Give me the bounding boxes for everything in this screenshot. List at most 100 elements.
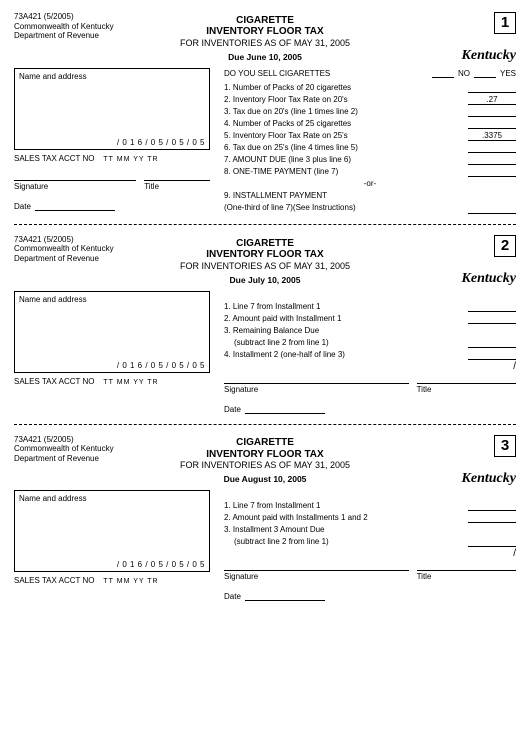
sales-tax-acct: SALES TAX ACCT NO TT MM YY TR	[14, 576, 210, 585]
title-line[interactable]	[144, 169, 210, 181]
left-col: Name and address / 0 1 6 / 0 5 / 0 5 / 0…	[14, 291, 210, 414]
item-6: 6. Tax due on 25's (line 4 times line 5)	[224, 142, 468, 154]
val-5: .3375	[468, 130, 516, 141]
name-address-box[interactable]: Name and address / 0 1 6 / 0 5 / 0 5 / 0…	[14, 490, 210, 572]
item-4: 4. Installment 2 (one-half of line 3)	[224, 349, 468, 361]
item-3: 3. Remaining Balance Due	[224, 325, 516, 337]
items-list: 1. Line 7 from Installment 1 2. Amount p…	[224, 301, 516, 361]
item-2: 2. Inventory Floor Tax Rate on 20's	[224, 94, 468, 106]
slash: /	[224, 548, 516, 559]
yes-label: YES	[500, 69, 516, 78]
no-label: NO	[458, 69, 470, 78]
date-label: Date	[224, 405, 241, 414]
val-6[interactable]	[468, 142, 516, 153]
due-date: Due August 10, 2005	[14, 474, 516, 484]
page: 73A421 (5/2005) Commonwealth of Kentucky…	[0, 0, 530, 613]
install-l1: 9. INSTALLMENT PAYMENT	[224, 190, 468, 202]
sales-tax-acct: SALES TAX ACCT NO TT MM YY TR	[14, 154, 210, 163]
acct-label: SALES TAX ACCT NO	[14, 377, 94, 386]
na-label: Name and address	[19, 72, 87, 81]
item-3-sub: (subtract line 2 from line 1)	[224, 536, 468, 548]
item-2: 2. Amount paid with Installment 1	[224, 313, 468, 325]
signature-line[interactable]	[224, 559, 409, 571]
val-1[interactable]	[468, 82, 516, 93]
stub-1: 73A421 (5/2005) Commonwealth of Kentucky…	[14, 12, 516, 214]
item-7: 7. AMOUNT DUE (line 3 plus line 6)	[224, 154, 468, 166]
sell-cigarettes-q: DO YOU SELL CIGARETTES NO YES	[224, 68, 516, 78]
title-line[interactable]	[417, 372, 516, 384]
date-line[interactable]	[245, 402, 325, 414]
acct-sub: TT MM YY TR	[103, 379, 158, 386]
box-date: / 0 1 6 / 0 5 / 0 5 / 0 5	[117, 361, 205, 370]
item-9a: 9. INSTALLMENT PAYMENT (One-third of lin…	[224, 190, 468, 214]
right-col: 1. Line 7 from Installment 1 2. Amount p…	[224, 291, 516, 414]
date-line[interactable]	[35, 199, 115, 211]
due-date: Due June 10, 2005	[14, 52, 516, 62]
val-1[interactable]	[468, 301, 516, 312]
yes-blank[interactable]	[474, 68, 496, 78]
box-date: / 0 1 6 / 0 5 / 0 5 / 0 5	[117, 138, 205, 147]
sell-label: DO YOU SELL CIGARETTES	[224, 69, 330, 78]
na-label: Name and address	[19, 295, 87, 304]
left-col: Name and address / 0 1 6 / 0 5 / 0 5 / 0…	[14, 490, 210, 601]
name-address-box[interactable]: Name and address / 0 1 6 / 0 5 / 0 5 / 0…	[14, 68, 210, 150]
item-8: 8. ONE-TIME PAYMENT (line 7)	[224, 166, 468, 178]
item-2: 2. Amount paid with Installments 1 and 2	[224, 512, 468, 524]
due-date: Due July 10, 2005	[14, 275, 516, 285]
right-col: DO YOU SELL CIGARETTES NO YES 1. Number …	[224, 68, 516, 214]
stub-number-box: 2	[494, 235, 516, 257]
stub-number-box: 1	[494, 12, 516, 34]
sig-label: Signature	[224, 385, 409, 394]
item-4: 4. Number of Packs of 25 cigarettes	[224, 118, 468, 130]
val-4[interactable]	[468, 118, 516, 129]
kentucky-logo: Kentucky	[462, 271, 516, 287]
date-label: Date	[14, 202, 31, 211]
acct-sub: TT MM YY TR	[103, 156, 158, 163]
sig-label: Signature	[224, 572, 409, 581]
date-label: Date	[224, 592, 241, 601]
item-5: 5. Inventory Floor Tax Rate on 25's	[224, 130, 468, 142]
val-7[interactable]	[468, 154, 516, 165]
acct-label: SALES TAX ACCT NO	[14, 576, 94, 585]
items-list: 1. Number of Packs of 20 cigarettes 2. I…	[224, 82, 516, 214]
no-blank[interactable]	[432, 68, 454, 78]
val-8[interactable]	[468, 166, 516, 177]
item-3: 3. Tax due on 20's (line 1 times line 2)	[224, 106, 468, 118]
right-col: 1. Line 7 from Installment 1 2. Amount p…	[224, 490, 516, 601]
val-9[interactable]	[468, 203, 516, 214]
val-2[interactable]	[468, 313, 516, 324]
title-label: Title	[144, 182, 210, 191]
item-1: 1. Line 7 from Installment 1	[224, 301, 468, 313]
title-label: Title	[417, 572, 516, 581]
na-label: Name and address	[19, 494, 87, 503]
items-list: 1. Line 7 from Installment 1 2. Amount p…	[224, 500, 516, 548]
stub-3: 73A421 (5/2005) Commonwealth of Kentucky…	[14, 435, 516, 602]
box-date: / 0 1 6 / 0 5 / 0 5 / 0 5	[117, 560, 205, 569]
val-3[interactable]	[468, 536, 516, 547]
item-3-sub: (subtract line 2 from line 1)	[224, 337, 468, 349]
left-col: Name and address / 0 1 6 / 0 5 / 0 5 / 0…	[14, 68, 210, 214]
slash: /	[224, 361, 516, 372]
val-1[interactable]	[468, 500, 516, 511]
stub-2: 73A421 (5/2005) Commonwealth of Kentucky…	[14, 235, 516, 414]
title-line[interactable]	[417, 559, 516, 571]
val-4[interactable]	[468, 349, 516, 360]
item-3: 3. Installment 3 Amount Due	[224, 524, 516, 536]
or-label: -or-	[224, 178, 516, 190]
item-1: 1. Number of Packs of 20 cigarettes	[224, 82, 468, 94]
val-3[interactable]	[468, 106, 516, 117]
signature-line[interactable]	[224, 372, 409, 384]
val-3[interactable]	[468, 337, 516, 348]
val-2: .27	[468, 94, 516, 105]
acct-label: SALES TAX ACCT NO	[14, 154, 94, 163]
acct-sub: TT MM YY TR	[103, 578, 158, 585]
signature-line[interactable]	[14, 169, 136, 181]
date-line[interactable]	[245, 589, 325, 601]
item-1: 1. Line 7 from Installment 1	[224, 500, 468, 512]
val-2[interactable]	[468, 512, 516, 523]
name-address-box[interactable]: Name and address / 0 1 6 / 0 5 / 0 5 / 0…	[14, 291, 210, 373]
separator-1	[14, 224, 516, 225]
title-label: Title	[417, 385, 516, 394]
kentucky-logo: Kentucky	[462, 471, 516, 487]
sales-tax-acct: SALES TAX ACCT NO TT MM YY TR	[14, 377, 210, 386]
